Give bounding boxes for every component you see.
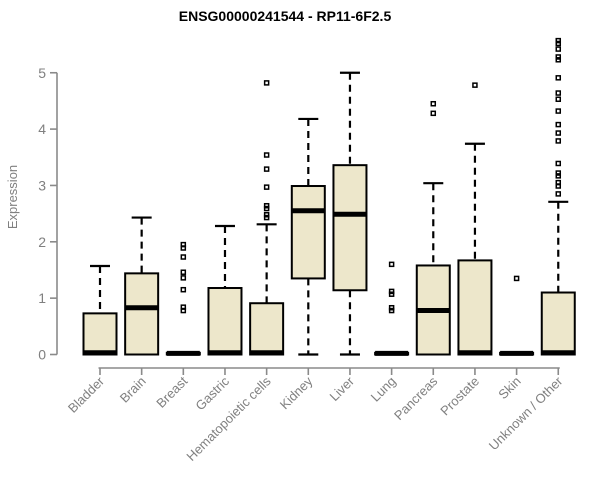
outlier-point: [263, 212, 270, 218]
outlier-point: [180, 286, 187, 293]
outlier-point: [180, 275, 187, 281]
outlier-point: [555, 37, 562, 44]
iqr-box: [249, 302, 285, 356]
y-tick-label: 1: [38, 290, 46, 306]
boxplot-gastric: [207, 224, 243, 356]
x-tick-label-skin: Skin: [495, 374, 523, 402]
boxplot-unknown-other: [540, 37, 576, 356]
outlier-point: [180, 307, 187, 314]
x-tick-label-lung: Lung: [368, 374, 399, 405]
outlier-point: [555, 57, 562, 63]
outlier-point: [388, 307, 395, 314]
outlier-point: [555, 130, 562, 136]
outlier-point: [263, 184, 270, 190]
boxplot-pancreas: [415, 100, 451, 356]
outlier-point: [513, 275, 520, 282]
outlier-point: [555, 121, 562, 128]
iqr-box: [290, 185, 326, 280]
outlier-point: [555, 108, 562, 114]
iqr-box: [82, 312, 118, 356]
y-tick-label: 3: [38, 177, 46, 193]
x-tick-label-pancreas: Pancreas: [391, 373, 441, 423]
outlier-point: [263, 202, 270, 209]
y-tick-label: 0: [38, 347, 46, 363]
outlier-point: [555, 54, 562, 60]
boxplot-liver: [332, 71, 368, 356]
boxplot-lung: [374, 261, 410, 356]
boxplot-breast: [165, 241, 201, 356]
chart-title: ENSG00000241544 - RP11-6F2.5: [179, 8, 392, 24]
outlier-point: [263, 205, 270, 212]
outlier-point: [555, 90, 562, 96]
outlier-point: [555, 191, 562, 197]
outlier-point: [180, 254, 187, 260]
outlier-point: [263, 80, 270, 86]
outlier-point: [263, 214, 270, 221]
outlier-point: [555, 160, 562, 167]
iqr-box: [332, 164, 368, 292]
outlier-point: [555, 40, 562, 47]
boxplot-kidney: [290, 117, 326, 356]
outlier-point: [388, 261, 395, 268]
iqr-box: [124, 272, 160, 356]
boxplot-hematopoietic-cells: [249, 80, 285, 356]
x-tick-label-unknown-other: Unknown / Other: [486, 373, 566, 453]
x-tick-label-kidney: Kidney: [277, 373, 316, 412]
y-tick-label: 2: [38, 234, 46, 250]
x-tick-label-gastric: Gastric: [192, 373, 232, 413]
boxplot-skin: [499, 275, 535, 356]
y-tick-label: 5: [38, 65, 46, 81]
outlier-point: [180, 269, 187, 275]
outlier-point: [555, 96, 562, 102]
outlier-point: [430, 100, 437, 107]
boxplot-prostate: [457, 82, 493, 356]
boxplot-bladder: [82, 264, 118, 356]
iqr-box: [540, 291, 576, 356]
outlier-point: [388, 291, 395, 297]
outlier-point: [263, 166, 270, 172]
outlier-point: [388, 304, 395, 311]
x-tick-label-breast: Breast: [153, 373, 190, 410]
y-tick-label: 4: [38, 121, 46, 137]
x-tick-label-brain: Brain: [117, 374, 149, 406]
outlier-point: [555, 138, 562, 144]
outlier-point: [180, 245, 187, 251]
iqr-box: [207, 287, 243, 356]
boxplot-brain: [124, 216, 160, 356]
y-axis-label: Expression: [5, 165, 20, 229]
x-tick-label-liver: Liver: [327, 373, 358, 404]
outlier-point: [555, 75, 562, 81]
plot-area: [82, 37, 576, 356]
x-tick-label-prostate: Prostate: [437, 374, 482, 419]
outlier-point: [388, 288, 395, 295]
outlier-point: [472, 82, 478, 88]
outlier-point: [555, 170, 562, 176]
outlier-point: [555, 173, 562, 179]
outlier-point: [555, 46, 562, 52]
outlier-point: [263, 152, 270, 158]
x-tick-label-bladder: Bladder: [65, 373, 108, 416]
outlier-point: [555, 183, 562, 189]
outlier-point: [430, 110, 437, 117]
iqr-box: [457, 259, 493, 356]
